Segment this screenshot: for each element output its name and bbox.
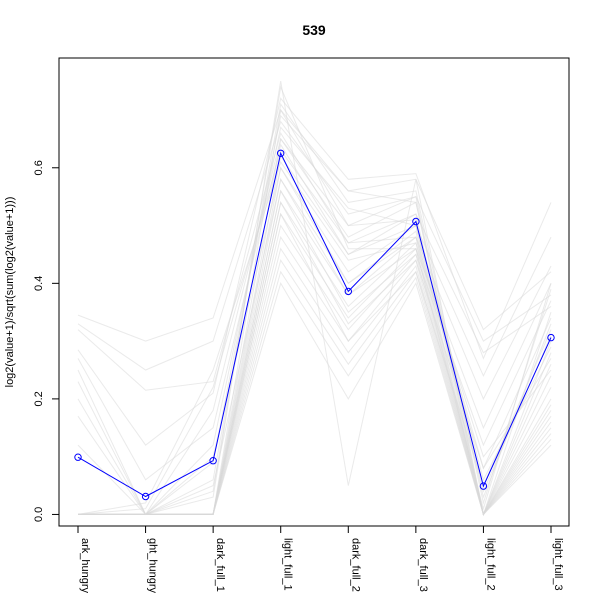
y-axis-label: log2(value+1)/sqrt(sum(log2(value+1))) (4, 197, 16, 388)
chart-title: 539 (302, 22, 326, 38)
background-series-line (78, 114, 552, 515)
x-tick-label: ght_hungry (147, 538, 159, 594)
highlight-point (209, 457, 217, 465)
background-series-line (78, 212, 552, 516)
highlight-point (412, 217, 420, 226)
background-series-line (78, 137, 552, 515)
highlight-point (479, 482, 488, 490)
background-series-line (78, 81, 552, 517)
background-series-line (77, 108, 552, 342)
background-series-line (77, 131, 552, 391)
highlight-point (74, 453, 82, 461)
background-series-line (77, 160, 552, 515)
background-series-line (78, 154, 552, 516)
background-series-line (78, 126, 552, 515)
background-series-line (77, 177, 552, 516)
background-series-line (78, 282, 552, 516)
background-series-line (77, 120, 552, 371)
background-series-line (77, 97, 552, 446)
y-tick-label: 0.2 (33, 391, 45, 406)
x-tick-label: light_full_3 (552, 538, 564, 591)
highlight-series-line (77, 151, 552, 498)
x-tick-label: light_full_1 (282, 538, 294, 591)
highlight-series-group (74, 149, 555, 501)
highlight-point (344, 287, 352, 296)
highlight-point (547, 333, 555, 342)
background-series-line (77, 149, 552, 515)
background-series-line (78, 102, 552, 515)
y-tick-label: 0.6 (33, 160, 45, 175)
highlight-point (141, 492, 150, 501)
x-tick-label: dark_full_2 (349, 538, 361, 592)
highlight-point (277, 149, 285, 158)
y-tick-label: 0.4 (33, 276, 45, 291)
plot-box (58, 57, 570, 527)
x-axis: ark_hungry ght_hungry dark_full_1 light_ful… (77, 526, 564, 594)
background-series-group (77, 81, 552, 517)
background-series-line (77, 212, 552, 515)
x-tick-label: dark_full_3 (417, 538, 429, 592)
background-series-line (77, 143, 552, 481)
x-tick-label: ark_hungry (79, 538, 91, 594)
x-tick-label: light_full_2 (484, 538, 496, 591)
x-tick-label: dark_full_1 (214, 538, 226, 592)
y-axis: 0.0 0.2 0.4 0.6 (33, 160, 59, 522)
background-series-line (77, 166, 552, 516)
y-tick-label: 0.0 (33, 507, 45, 522)
